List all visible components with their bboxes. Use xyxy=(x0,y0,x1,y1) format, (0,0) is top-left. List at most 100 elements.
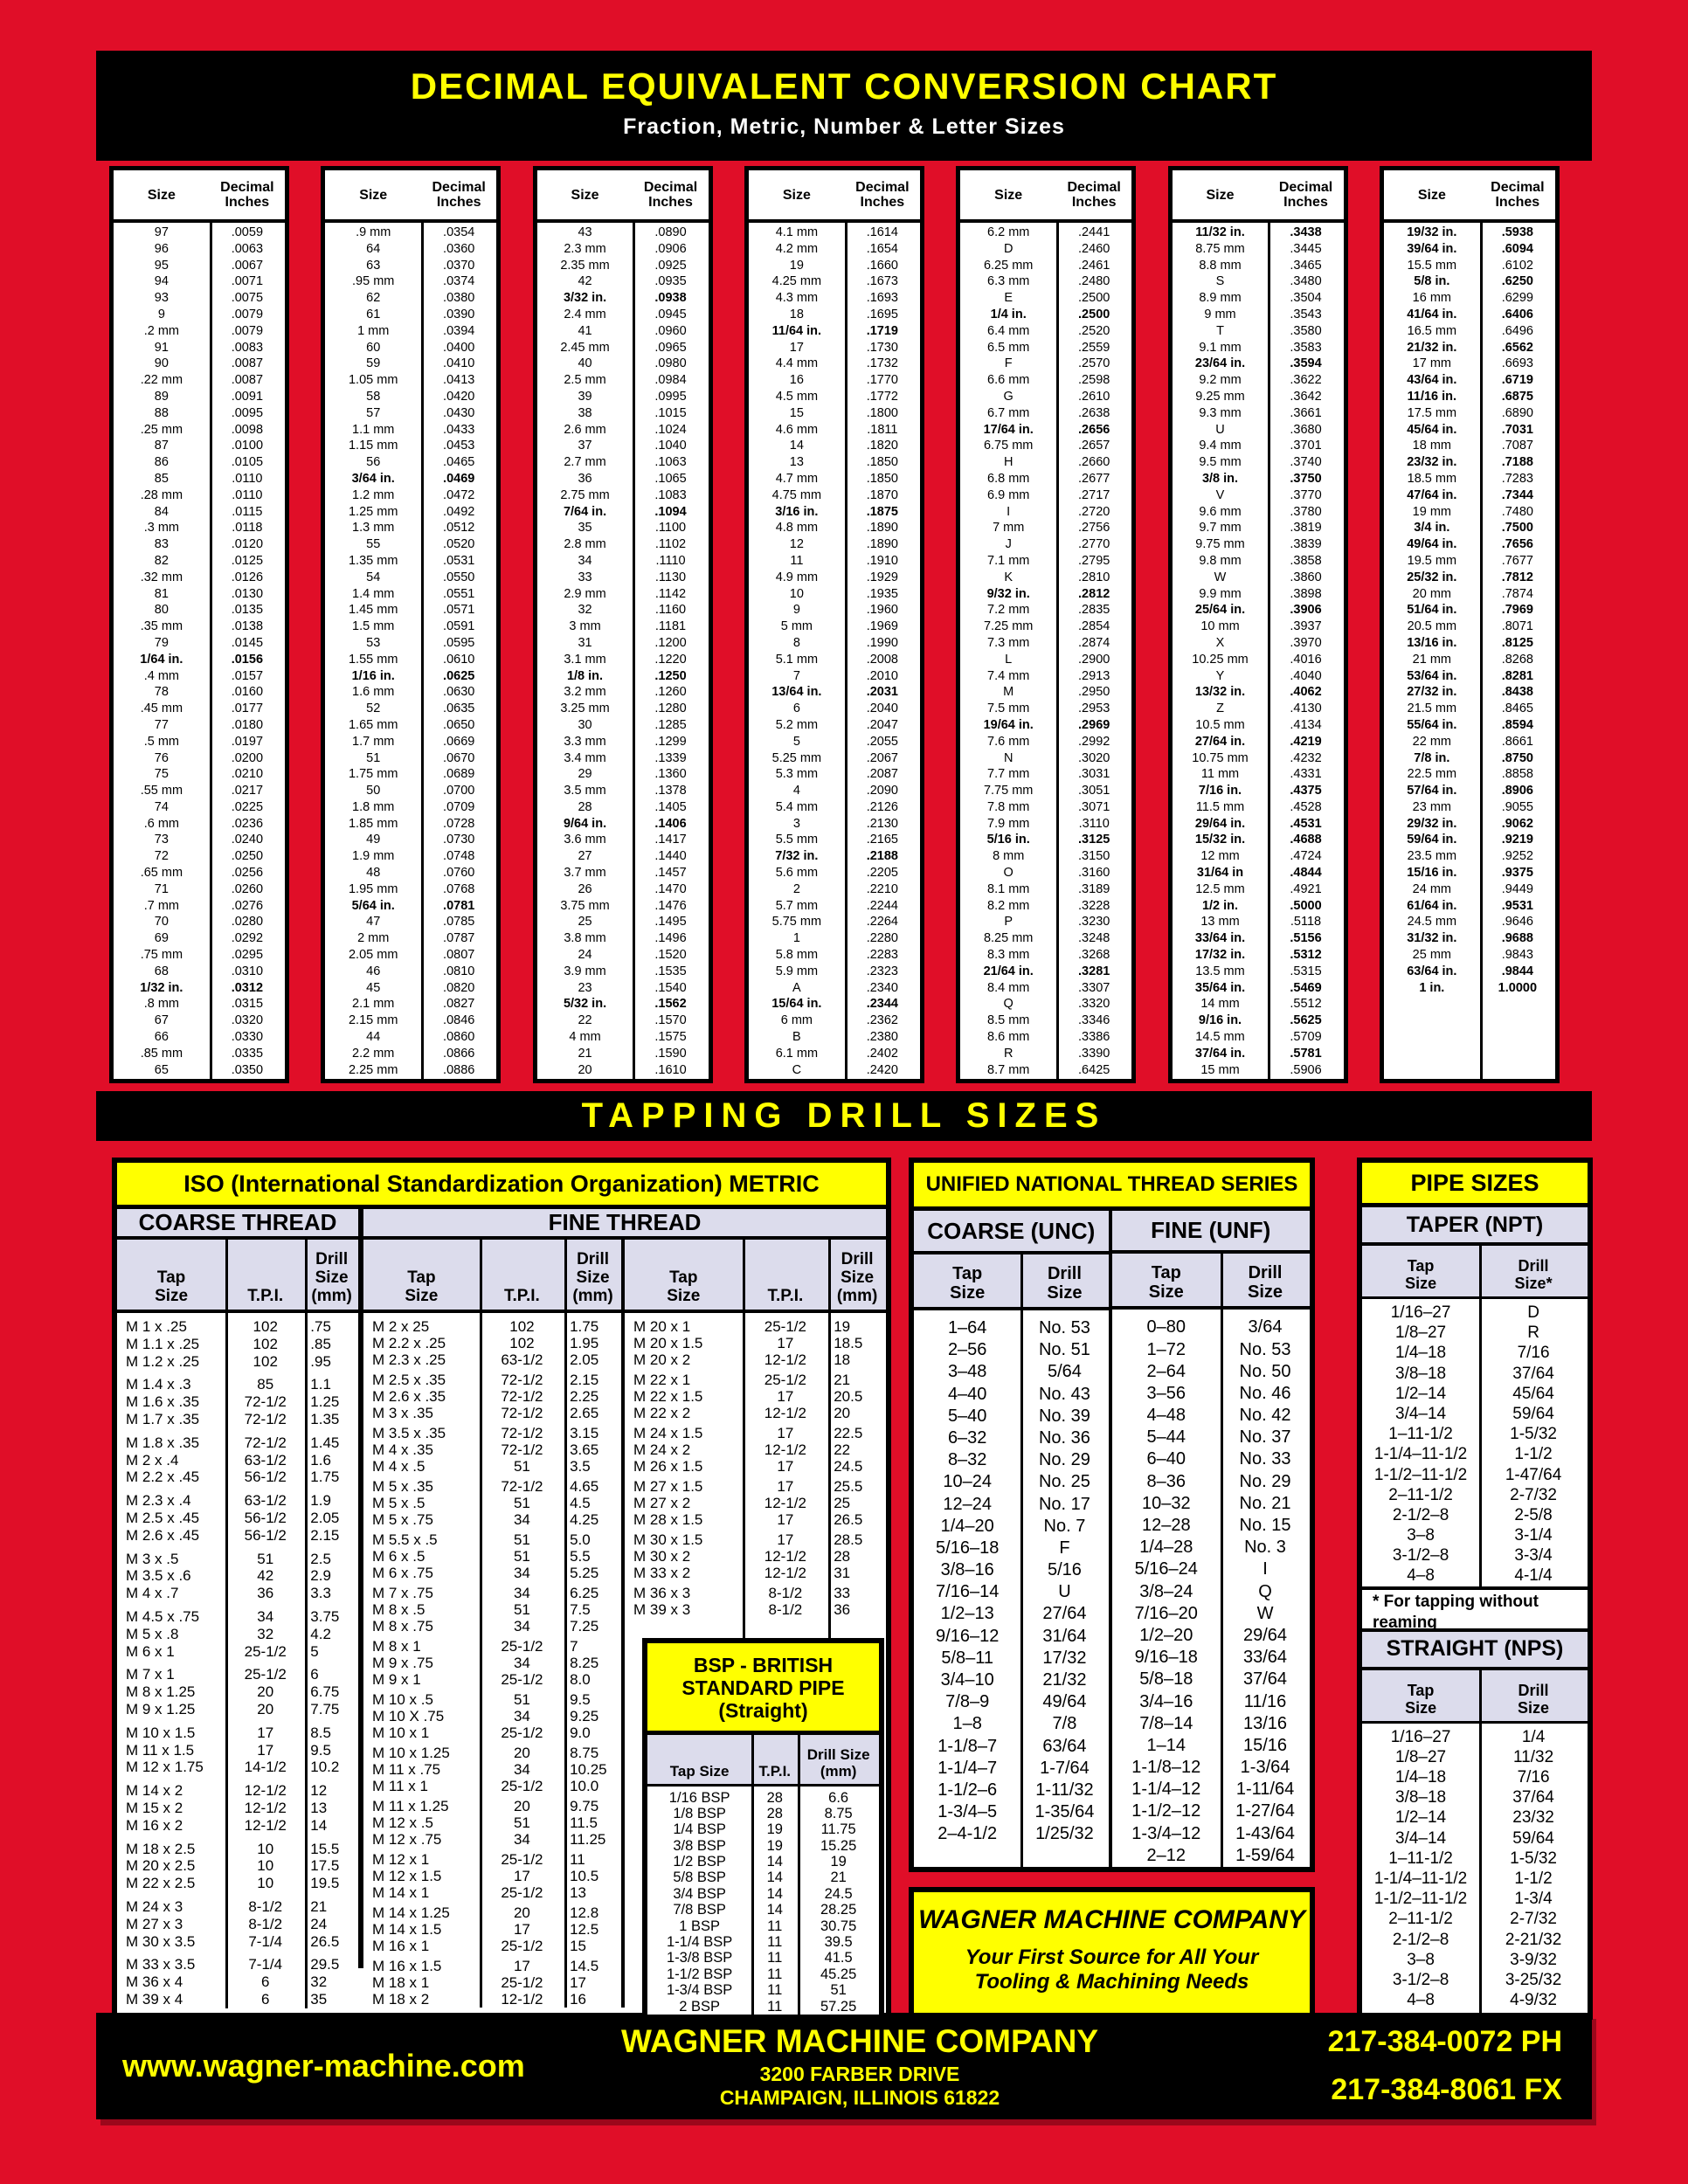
decimal-cell: .1440 xyxy=(654,849,687,864)
decimal-cell: .2638 xyxy=(1078,405,1110,420)
decimal-cell: .0180 xyxy=(231,717,264,732)
unf-fine-title: FINE (UNF) xyxy=(1111,1211,1310,1254)
decimal-cell: .0595 xyxy=(443,635,475,650)
table-row: 62.0380 xyxy=(325,290,496,307)
decimal-cell: .1732 xyxy=(866,356,898,371)
page-subtitle: Fraction, Metric, Number & Letter Sizes xyxy=(623,114,1065,139)
table-row: M 3.5 x .6 42 2.9 xyxy=(117,1567,358,1585)
tpi-cell: 17 xyxy=(257,1724,274,1741)
tpi-cell: 25-1/2 xyxy=(501,1778,543,1794)
table-row: M 7 x 1 25-1/2 6 xyxy=(117,1666,358,1683)
size-cell: 8.4 mm xyxy=(987,980,1030,995)
table-row: 2.5 mm .0984 xyxy=(537,372,709,389)
tpi-cell: 51 xyxy=(513,1814,530,1831)
size-cell: L xyxy=(1005,652,1013,667)
tpi-cell: 1-35/64 xyxy=(1034,1802,1095,1822)
table-row: M 18 x 1 25-1/2 17 xyxy=(363,1974,621,1991)
size-cell: .5 mm xyxy=(143,734,180,749)
size-cell: 6.3 mm xyxy=(987,274,1030,289)
decimal-cell: .2913 xyxy=(1078,668,1110,683)
tap-size-cell: M 2.5 x .35 xyxy=(372,1372,446,1388)
decimal-cell: .3125 xyxy=(1078,833,1110,847)
table-row: M 22 x 1.5 17 20.5 xyxy=(625,1388,886,1405)
size-cell: 8.6 mm xyxy=(987,1030,1030,1045)
size-cell: 3 xyxy=(792,816,800,831)
decimal-cell: .0984 xyxy=(654,373,687,388)
decimal-cell: .3701 xyxy=(1290,439,1322,453)
column-header-row: Tap Size T.P.I. Drill Size (mm) xyxy=(647,1734,879,1787)
size-cell: 63/64 in. xyxy=(1407,964,1457,978)
table-row: M 14 x 1 25-1/2 13 xyxy=(363,1884,621,1901)
decimal-cell: .3583 xyxy=(1290,340,1322,355)
table-row: .8 mm .0315 xyxy=(114,996,285,1013)
table-row: 1–8 7/8 xyxy=(914,1713,1109,1735)
tap-size-cell: M 7 x 1 xyxy=(126,1666,175,1683)
tap-size-cell: M 18 x 2.5 xyxy=(126,1840,196,1857)
tpi-cell: 20 xyxy=(513,1798,530,1814)
tap-size-cell: M 24 x 2 xyxy=(633,1441,691,1458)
tpi-cell: 11/32 xyxy=(1513,1747,1554,1766)
size-cell: 20 mm xyxy=(1412,586,1451,601)
decimal-cell: .9449 xyxy=(1501,881,1533,896)
size-cell: 27/64 in. xyxy=(1194,734,1246,749)
decimal-cell: .3307 xyxy=(1078,980,1110,995)
table-row: O .3160 xyxy=(960,865,1131,881)
size-cell: 2.8 mm xyxy=(564,537,606,552)
size-cell: 22.5 mm xyxy=(1407,767,1457,782)
tap-size-cell: 1-3/4–12 xyxy=(1131,1823,1201,1843)
table-row: 5.9 mm .2323 xyxy=(749,964,920,980)
table-row: 1.1 mm .0433 xyxy=(325,422,496,439)
column-divider xyxy=(844,170,847,1079)
tap-size-cell: 1/4–20 xyxy=(940,1516,994,1536)
table-row: 1/8–27 R xyxy=(1362,1323,1588,1343)
table-row: 5.4 mm .2126 xyxy=(749,799,920,816)
decimal-cell: .8071 xyxy=(1501,619,1533,634)
size-cell: 10.25 mm xyxy=(1192,652,1249,667)
decimal-cell: .0810 xyxy=(443,964,475,978)
size-cell: 5 xyxy=(792,734,800,749)
tap-size-cell: M 2.2 x .25 xyxy=(372,1335,446,1351)
tap-size-cell: 1/16 BSP xyxy=(668,1789,730,1806)
tpi-cell: 12-1/2 xyxy=(244,1782,287,1800)
size-cell: 9 xyxy=(157,307,165,321)
decimal-cell: .0138 xyxy=(231,619,264,634)
bsp-title: BSP - BRITISH STANDARD PIPE (Straight) xyxy=(647,1643,879,1735)
decimal-cell: .2969 xyxy=(1078,717,1110,732)
decimal-cell: .3445 xyxy=(1290,241,1322,256)
size-cell: 88 xyxy=(154,405,169,420)
drill-size-cell: 1.1 xyxy=(310,1376,331,1393)
tpi-cell: 8-1/2 xyxy=(248,1915,283,1932)
table-row: 1-3/4–12 1-43/64 xyxy=(1112,1823,1311,1845)
size-cell: 48 xyxy=(366,866,381,881)
table-row: 60.0400 xyxy=(325,340,496,356)
table-row: 3/8–24 Q xyxy=(1112,1581,1311,1603)
tpi-cell: 12-1/2 xyxy=(764,1565,806,1581)
drill-size-cell: 24 xyxy=(310,1915,328,1932)
table-row: 17 mm .6693 xyxy=(1384,356,1555,372)
table-row: 74.0225 xyxy=(114,799,285,816)
decimal-cell: .6425 xyxy=(1078,1062,1110,1077)
fine-thread-title: FINE THREAD xyxy=(363,1209,886,1240)
tap-size-cell: M 1.6 x .35 xyxy=(126,1393,200,1411)
table-row: 7.7 mm .3031 xyxy=(960,766,1131,783)
table-row: 7/8–9 49/64 xyxy=(914,1691,1109,1713)
size-cell: 4.7 mm xyxy=(775,471,819,486)
straight-nps-title: STRAIGHT (NPS) xyxy=(1362,1631,1588,1670)
table-row: 2-1/2–8 2-21/32 xyxy=(1362,1930,1588,1950)
size-cell: 37/64 in. xyxy=(1194,1046,1246,1061)
size-cell: 8.1 mm xyxy=(987,881,1030,896)
table-row: 9.4 mm .3701 xyxy=(1173,438,1344,454)
table-row: 1/4–28 No. 3 xyxy=(1112,1537,1311,1559)
tap-size-cell: 5/8–18 xyxy=(1139,1669,1193,1690)
decimal-cell: .2677 xyxy=(1078,471,1110,486)
column-divider xyxy=(1479,1669,1483,2015)
table-row: 43.0890 xyxy=(537,225,709,241)
tpi-cell: 63-1/2 xyxy=(244,1492,287,1510)
table-row: 9.1 mm .3583 xyxy=(1173,340,1344,356)
drill-size-cell: 28.5 xyxy=(834,1531,863,1548)
decimal-cell: .0380 xyxy=(443,291,475,306)
drill-size-cell: 4.25 xyxy=(570,1511,599,1528)
decimal-cell: .7480 xyxy=(1501,504,1533,519)
table-row: 17/64 in. .2656 xyxy=(960,422,1131,439)
decimal-cell: .3594 xyxy=(1290,356,1322,371)
